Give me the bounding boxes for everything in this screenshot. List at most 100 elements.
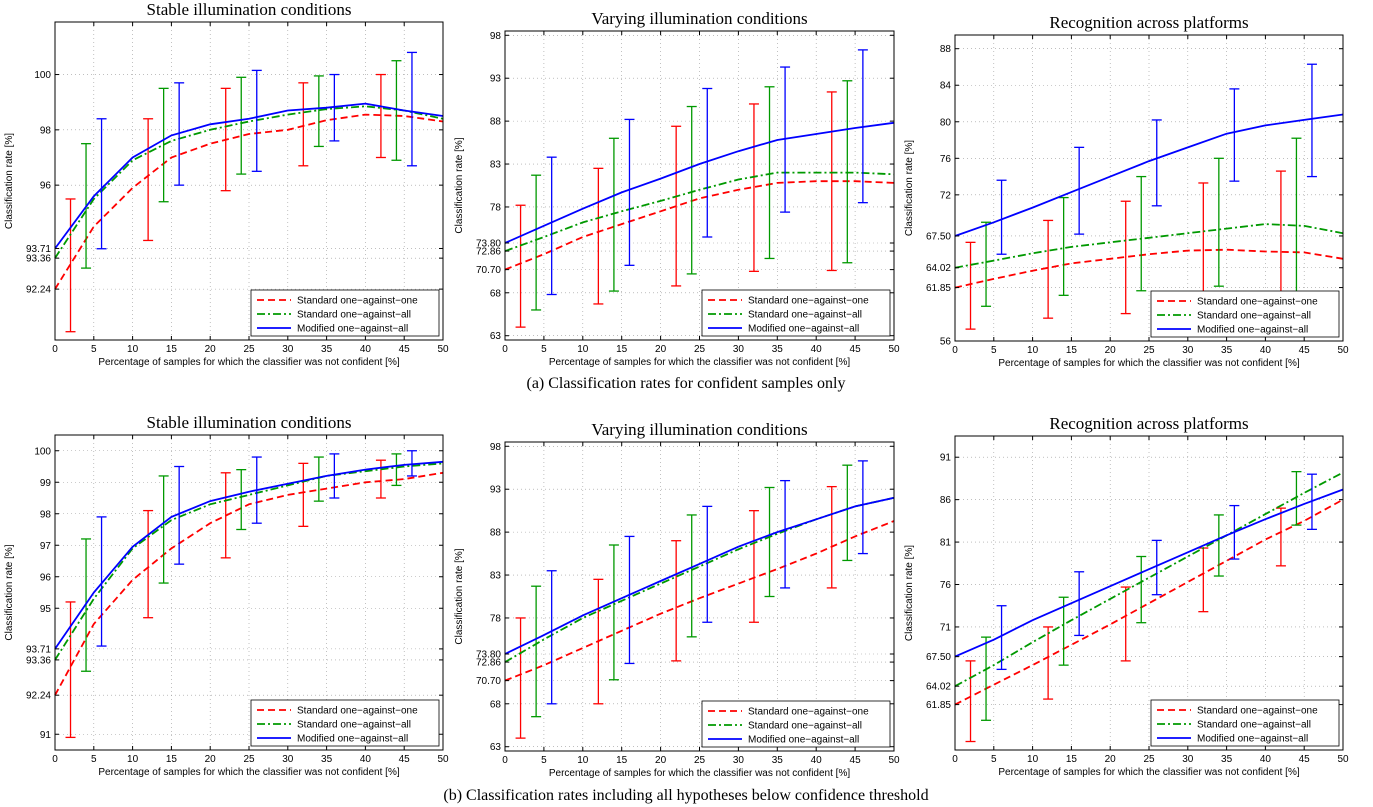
- y-tick-label: 98: [490, 442, 502, 453]
- error-bar: [391, 453, 402, 487]
- error-bar: [780, 479, 791, 589]
- y-tick-label: 68: [490, 699, 502, 710]
- x-tick-label: 30: [1182, 754, 1194, 765]
- series-line-1: [54, 471, 444, 696]
- x-tick-label: 15: [166, 344, 178, 355]
- series-line-2: [954, 223, 1344, 269]
- y-tick-label: 100: [34, 70, 51, 81]
- series-line-2: [54, 105, 444, 259]
- y-tick-label: 93.71: [26, 244, 51, 255]
- y-tick-label: 91: [940, 453, 952, 464]
- y-axis-label: Classification rate [%]: [4, 544, 15, 640]
- y-tick-label: 68: [490, 288, 502, 299]
- error-bar: [298, 82, 309, 167]
- error-bar: [671, 540, 682, 662]
- legend: Standard one−against−one Standard one−aga…: [1150, 699, 1340, 747]
- error-bar: [406, 51, 417, 167]
- series-line-3: [504, 121, 895, 244]
- error-bar: [313, 456, 324, 502]
- y-axis-label: Classification rate [%]: [4, 133, 15, 229]
- y-axis-label: Classification rate [%]: [904, 140, 915, 236]
- error-bar: [375, 73, 386, 159]
- chart-panel-b-2: Varying illumination conditions 0 5 10 15 20 2…: [454, 420, 900, 779]
- y-tick-label: 92.24: [26, 285, 51, 296]
- error-bar: [65, 198, 76, 333]
- x-tick-label: 0: [502, 755, 508, 766]
- error-bar: [158, 475, 169, 584]
- x-tick-label: 0: [52, 754, 58, 765]
- y-tick-label: 91: [40, 730, 52, 741]
- error-bar: [1043, 219, 1054, 319]
- y-tick-label: 72.86: [476, 247, 501, 258]
- y-tick-label: 63: [490, 742, 502, 753]
- x-axis-label: Percentage of samples for which the clas…: [549, 357, 850, 368]
- y-tick-label: 93.36: [26, 655, 51, 666]
- x-tick-label: 0: [502, 344, 508, 355]
- x-tick-label: 35: [1221, 754, 1233, 765]
- x-tick-label: 20: [205, 754, 217, 765]
- y-tick-label: 93: [490, 485, 502, 496]
- x-tick-label: 25: [694, 344, 706, 355]
- y-axis-label: Classification rate [%]: [454, 548, 465, 644]
- error-bar: [842, 80, 853, 264]
- y-tick-label: 70.70: [476, 265, 501, 276]
- x-tick-label: 30: [733, 344, 745, 355]
- error-bar: [143, 118, 154, 242]
- y-tick-label: 76: [940, 580, 952, 591]
- legend-label-1: Standard one−against−one: [748, 707, 869, 718]
- series-line-2: [954, 471, 1344, 687]
- legend: Standard one−against−one Standard one−aga…: [250, 289, 440, 337]
- legend-label-1: Standard one−against−one: [1197, 297, 1318, 308]
- chart-title: Stable illumination conditions: [147, 0, 352, 19]
- error-bar: [174, 82, 185, 186]
- y-tick-label: 98: [490, 31, 502, 42]
- chart-panel-a-1: Stable illumination conditions 0 5 10 15 20 25…: [4, 0, 449, 368]
- x-tick-label: 0: [952, 754, 958, 765]
- error-bar: [329, 453, 340, 499]
- x-tick-label: 20: [1105, 754, 1117, 765]
- y-tick-label: 88: [490, 528, 502, 539]
- y-tick-label: 86: [940, 495, 952, 506]
- x-tick-label: 30: [282, 344, 294, 355]
- error-bar: [531, 174, 542, 311]
- y-tick-label: 61.85: [926, 700, 951, 711]
- error-bar: [298, 462, 309, 527]
- y-tick-label: 63: [490, 331, 502, 342]
- x-tick-label: 50: [1337, 345, 1349, 356]
- y-tick-label: 95: [40, 604, 52, 615]
- error-bar: [174, 465, 185, 565]
- error-bar: [826, 485, 837, 589]
- x-tick-label: 40: [360, 754, 372, 765]
- error-bar: [96, 516, 107, 647]
- x-tick-label: 35: [772, 755, 784, 766]
- y-tick-label: 72: [940, 190, 952, 201]
- x-tick-label: 5: [91, 344, 97, 355]
- y-tick-label: 76: [940, 154, 952, 165]
- error-bar: [624, 535, 635, 665]
- legend-label-1: Standard one−against−one: [297, 296, 418, 307]
- error-bar: [220, 472, 231, 559]
- legend-label-2: Standard one−against−all: [297, 720, 411, 731]
- y-tick-label: 78: [490, 613, 502, 624]
- x-tick-label: 10: [127, 754, 139, 765]
- series-line-3: [504, 496, 895, 655]
- legend-label-2: Standard one−against−all: [1197, 720, 1311, 731]
- y-tick-label: 92.24: [26, 691, 51, 702]
- error-bar: [1136, 555, 1147, 624]
- error-bar: [702, 87, 713, 238]
- series-line-2: [54, 462, 444, 661]
- x-tick-label: 15: [1066, 345, 1078, 356]
- x-tick-label: 40: [1260, 345, 1272, 356]
- x-tick-label: 10: [577, 344, 589, 355]
- x-tick-label: 0: [52, 344, 58, 355]
- series-line-3: [54, 460, 444, 650]
- x-tick-label: 25: [694, 755, 706, 766]
- legend-label-2: Standard one−against−all: [748, 721, 862, 732]
- error-bar: [1229, 504, 1240, 560]
- error-bar: [515, 617, 526, 739]
- x-axis-label: Percentage of samples for which the clas…: [998, 358, 1299, 369]
- error-bar: [515, 204, 526, 328]
- legend-label-3: Modified one−against−all: [297, 734, 408, 745]
- x-tick-label: 25: [1143, 754, 1155, 765]
- x-tick-label: 40: [811, 755, 823, 766]
